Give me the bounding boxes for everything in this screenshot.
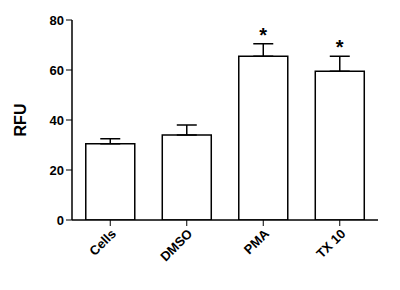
svg-text:40: 40 <box>50 113 64 128</box>
svg-text:*: * <box>336 36 344 58</box>
svg-text:Cells: Cells <box>86 226 119 259</box>
svg-text:RFU: RFU <box>12 104 29 137</box>
svg-text:DMSO: DMSO <box>157 226 195 264</box>
svg-text:TX 10: TX 10 <box>313 226 348 261</box>
svg-text:PMA: PMA <box>241 226 272 257</box>
svg-text:60: 60 <box>50 63 64 78</box>
svg-text:*: * <box>259 24 267 46</box>
svg-text:80: 80 <box>50 13 64 28</box>
svg-text:20: 20 <box>50 163 64 178</box>
svg-text:0: 0 <box>57 213 64 228</box>
